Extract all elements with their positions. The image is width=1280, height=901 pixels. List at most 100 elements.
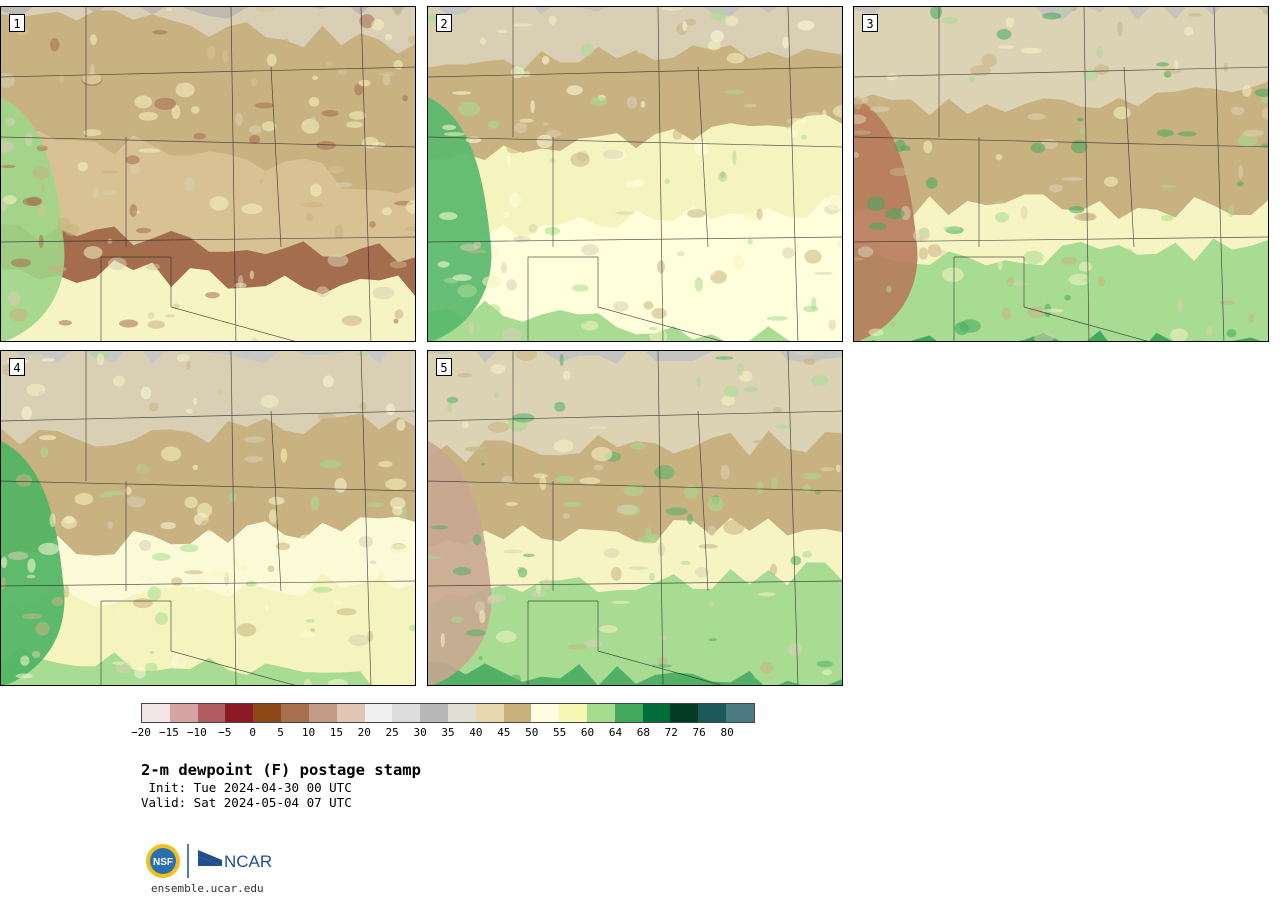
dewpoint-speckle [333,600,344,605]
dewpoint-speckle [530,100,535,114]
colorbar-swatch [587,704,615,722]
dewpoint-speckle [1177,131,1197,137]
dewpoint-speckle [1005,17,1015,28]
dewpoint-speckle [205,291,220,299]
colorbar-tick-label: 0 [249,726,256,739]
dewpoint-speckle [1001,307,1011,321]
dewpoint-speckle [367,502,385,508]
dewpoint-speckle [648,31,660,44]
dewpoint-speckle [968,76,976,83]
dewpoint-speckle [139,539,152,551]
dewpoint-region [871,330,1261,341]
dewpoint-speckle [63,585,70,598]
dewpoint-speckle [372,286,395,300]
dewpoint-speckle [1256,69,1268,81]
dewpoint-speckle [941,267,964,283]
dewpoint-speckle [515,351,537,361]
dewpoint-speckle [341,315,363,326]
dewpoint-speckle [452,567,472,576]
dewpoint-speckle [468,321,475,335]
dewpoint-speckle [1170,38,1190,48]
dewpoint-speckle [394,309,404,319]
dewpoint-speckle [244,194,250,200]
dewpoint-speckle [995,154,1003,161]
dewpoint-speckle [334,478,347,493]
dewpoint-speckle [1248,313,1255,323]
dewpoint-speckle [443,132,465,137]
dewpoint-speckle [437,261,450,268]
dewpoint-speckle [933,249,947,257]
colorbar-swatch [447,704,476,722]
dewpoint-speckle [857,246,874,258]
dewpoint-speckle [647,533,660,542]
dewpoint-speckle [1191,339,1205,341]
dewpoint-speckle [113,375,125,387]
colorbar-tick-label: 35 [441,726,455,739]
dewpoint-speckle [756,208,763,221]
dewpoint-speckle [385,478,407,490]
dewpoint-speckle [96,353,105,366]
dewpoint-speckle [981,321,987,325]
dewpoint-speckle [832,105,842,118]
dewpoint-speckle [1260,143,1268,147]
dewpoint-speckle [900,205,911,221]
dewpoint-speckle [816,660,833,668]
dewpoint-speckle [787,643,803,656]
dewpoint-speckle [377,570,385,585]
dewpoint-speckle [1155,171,1161,182]
dewpoint-speckle [507,417,512,427]
dewpoint-speckle [1167,125,1186,131]
dewpoint-speckle [479,610,486,624]
dewpoint-speckle [610,566,622,581]
dewpoint-speckle [387,640,407,652]
dewpoint-speckle [485,549,490,558]
dewpoint-speckle [705,263,716,277]
dewpoint-speckle [585,639,603,648]
dewpoint-speckle [1094,64,1110,75]
dewpoint-speckle [806,112,821,116]
dewpoint-speckle [171,104,181,120]
dewpoint-speckle [68,39,80,48]
dewpoint-speckle [472,534,482,546]
dewpoint-region [1,260,415,341]
dewpoint-speckle [341,388,359,403]
dewpoint-speckle [355,457,378,463]
svg-text:NSF: NSF [153,857,173,868]
dewpoint-speckle [160,521,176,530]
dewpoint-speckle [178,371,198,378]
dewpoint-speckle [312,482,325,489]
colorbar-swatch [503,704,532,722]
dewpoint-speckle [381,207,392,216]
terrain-region [428,97,492,341]
dewpoint-speckle [1234,104,1242,109]
dewpoint-speckle [154,97,177,110]
dewpoint-speckle [868,222,887,230]
dewpoint-speckle [4,117,16,127]
dewpoint-speckle [396,419,406,431]
dewpoint-speckle [26,574,36,579]
dewpoint-speckle [191,105,200,114]
dewpoint-speckle [687,513,694,525]
dewpoint-speckle [1161,184,1176,189]
dewpoint-speckle [1097,275,1105,287]
colorbar-tick-label: 45 [497,726,511,739]
dewpoint-speckle [458,101,481,117]
dewpoint-speckle [570,152,590,167]
dewpoint-speckle [393,60,403,70]
dewpoint-speckle [1093,306,1102,319]
dewpoint-speckle [461,421,469,429]
dewpoint-speckle [1174,59,1179,71]
dewpoint-speckle [953,62,970,76]
dewpoint-speckle [355,178,360,189]
dewpoint-speckle [813,271,833,275]
dewpoint-speckle [131,491,153,499]
dewpoint-speckle [710,30,725,43]
dewpoint-speckle [657,542,665,557]
dewpoint-speckle [719,171,726,179]
dewpoint-speckle [1238,164,1244,180]
dewpoint-speckle [710,10,726,21]
dewpoint-speckle [568,644,587,650]
dewpoint-speckle [327,253,349,267]
dewpoint-speckle [591,446,613,462]
dewpoint-speckle [112,661,125,665]
